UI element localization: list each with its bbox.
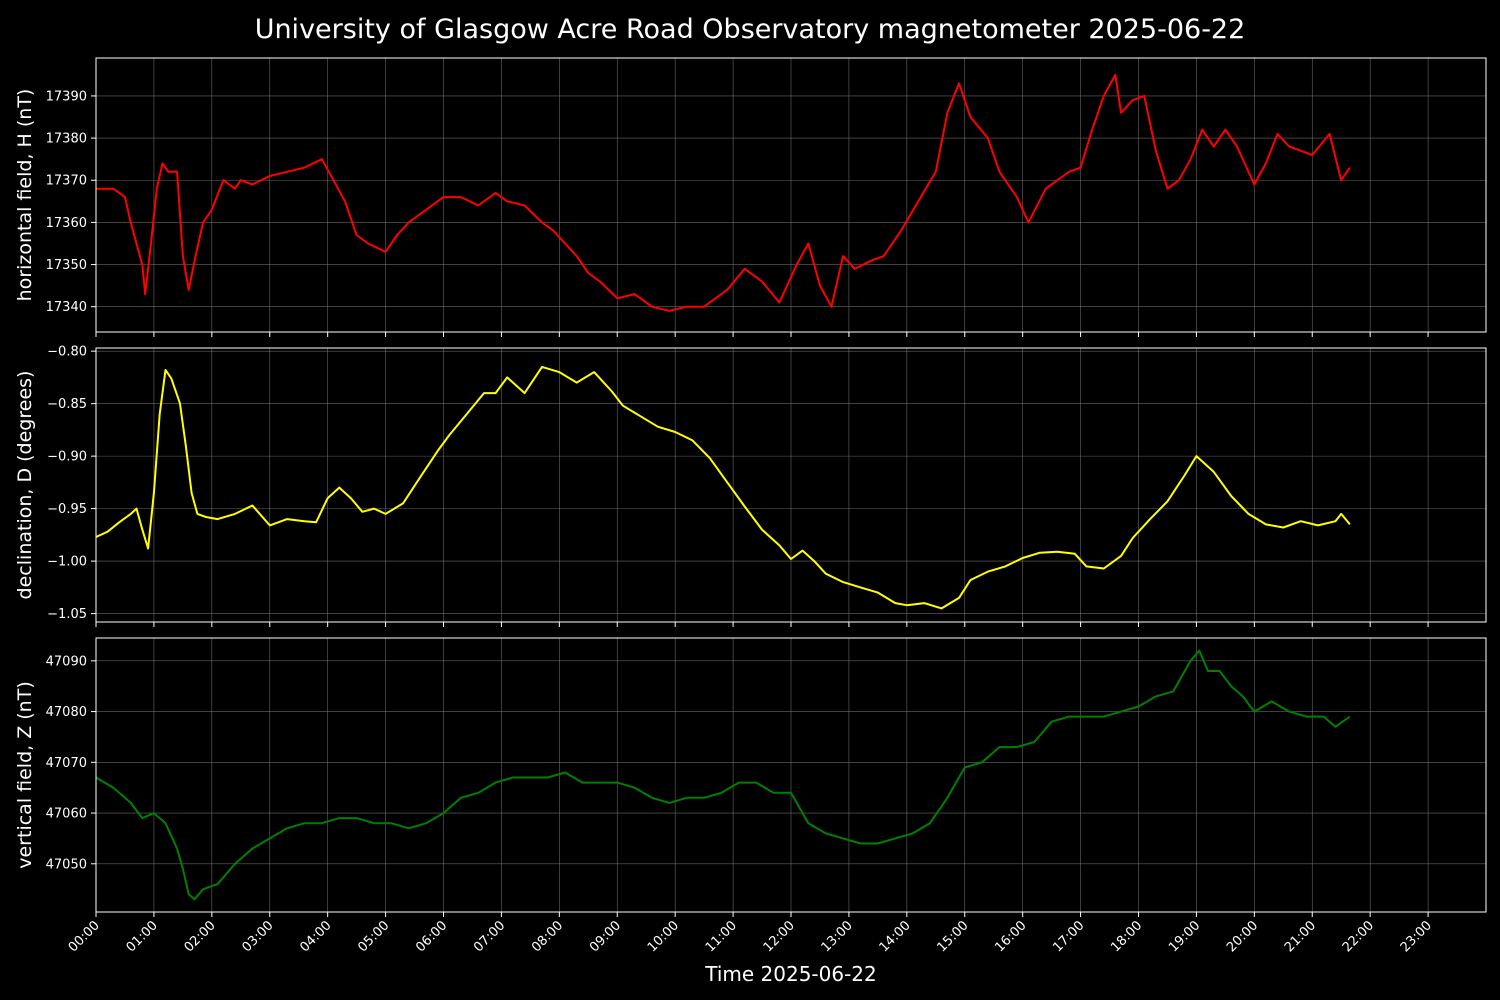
y-tick-label: −0.95 xyxy=(47,502,87,517)
x-tick-label: 11:00 xyxy=(703,918,740,955)
x-tick-label: 23:00 xyxy=(1398,918,1435,955)
y-tick-label: −0.85 xyxy=(47,397,87,412)
y-tick-label: −0.80 xyxy=(47,345,87,360)
d-series-line xyxy=(95,365,1351,610)
x-tick-label: 13:00 xyxy=(819,918,856,955)
y-tick-label: 17380 xyxy=(46,132,87,147)
axes-frame xyxy=(95,637,1487,913)
y-tick-label: 47070 xyxy=(46,756,87,771)
h-axis-label: horizontal field, H (nT) xyxy=(14,89,36,302)
h-series-line xyxy=(96,73,1351,312)
x-tick-label: 21:00 xyxy=(1282,918,1319,955)
x-tick-label: 07:00 xyxy=(471,918,508,955)
x-tick-label: 00:00 xyxy=(66,918,103,955)
x-tick-label: 02:00 xyxy=(182,918,219,955)
y-tick-label: 17390 xyxy=(46,89,87,104)
y-tick-label: 17340 xyxy=(46,300,87,315)
z-axis-label: vertical field, Z (nT) xyxy=(14,681,36,869)
x-tick-label: 19:00 xyxy=(1166,918,1203,955)
z-series-line xyxy=(95,649,1351,901)
d-axis-label: declination, D (degrees) xyxy=(14,371,36,600)
x-tick-label: 09:00 xyxy=(587,918,624,955)
y-tick-label: 17370 xyxy=(46,174,87,189)
y-tick-label: −1.00 xyxy=(47,555,87,570)
chart-title: University of Glasgow Acre Road Observat… xyxy=(254,14,1246,45)
x-tick-label: 16:00 xyxy=(992,918,1029,955)
x-tick-label: 03:00 xyxy=(239,918,276,955)
x-tick-label: 15:00 xyxy=(934,918,971,955)
x-tick-label: 10:00 xyxy=(645,918,682,955)
y-tick-label: 17350 xyxy=(46,258,87,273)
y-tick-label: 47080 xyxy=(46,705,87,720)
x-tick-label: 01:00 xyxy=(124,918,161,955)
x-axis-label: Time 2025-06-22 xyxy=(704,962,877,986)
x-tick-label: 14:00 xyxy=(877,918,914,955)
y-tick-label: 17360 xyxy=(46,216,87,231)
x-tick-label: 18:00 xyxy=(1108,918,1145,955)
y-tick-label: −1.05 xyxy=(47,607,87,622)
y-tick-label: 47060 xyxy=(46,807,87,822)
x-tick-label: 20:00 xyxy=(1224,918,1261,955)
x-tick-label: 06:00 xyxy=(413,918,450,955)
x-tick-label: 08:00 xyxy=(529,918,566,955)
y-tick-label: −0.90 xyxy=(47,450,87,465)
x-tick-label: 04:00 xyxy=(297,918,334,955)
x-tick-label: 05:00 xyxy=(355,918,392,955)
axes-frame xyxy=(95,57,1487,333)
axes-frame xyxy=(95,347,1487,623)
x-tick-label: 12:00 xyxy=(761,918,798,955)
x-tick-label: 17:00 xyxy=(1050,918,1087,955)
x-tick-label: 22:00 xyxy=(1340,918,1377,955)
y-tick-label: 47050 xyxy=(46,857,87,872)
y-tick-label: 47090 xyxy=(46,654,87,669)
